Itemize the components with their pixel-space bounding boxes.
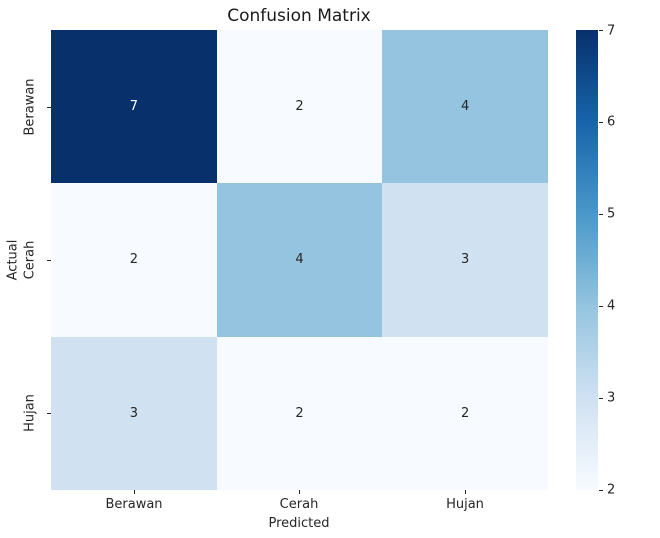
colorbar-tick-label: 6	[607, 114, 616, 130]
heatmap-cell: 4	[216, 183, 383, 337]
colorbar-tick-mark	[599, 490, 603, 491]
x-tick-label: Hujan	[446, 497, 484, 512]
colorbar-tick-mark	[599, 122, 603, 123]
colorbar-tick-label: 5	[607, 206, 616, 222]
colorbar-tick-mark	[599, 306, 603, 307]
heatmap-grid: 7 2 4 2 4 3 3 2 2	[51, 30, 548, 490]
colorbar-tick-mark	[599, 30, 603, 31]
heatmap-cell: 2	[51, 183, 217, 337]
x-tick-mark	[134, 490, 135, 494]
heatmap-cell: 2	[382, 336, 548, 490]
heatmap-cell: 3	[382, 183, 548, 337]
x-tick-mark	[299, 490, 300, 494]
colorbar-tick-mark	[599, 398, 603, 399]
y-tick-label: Hujan	[22, 394, 38, 432]
x-axis-label: Predicted	[268, 516, 330, 531]
heatmap-cell: 2	[216, 30, 383, 184]
heatmap-cell: 4	[382, 30, 548, 184]
colorbar-tick-label: 7	[607, 23, 616, 39]
heatmap-cell: 7	[51, 30, 217, 184]
x-tick-label: Cerah	[279, 497, 319, 512]
y-tick-mark	[47, 107, 51, 108]
colorbar-tick-label: 4	[607, 298, 616, 314]
y-tick-label: Berawan	[22, 78, 38, 136]
heatmap-cell: 3	[51, 336, 217, 490]
y-tick-label: Cerah	[22, 240, 38, 280]
y-tick-mark	[47, 260, 51, 261]
y-axis-label: Actual	[5, 239, 21, 281]
x-tick-mark	[465, 490, 466, 494]
y-tick-mark	[47, 413, 51, 414]
colorbar-tick-label: 2	[607, 482, 616, 498]
colorbar	[576, 30, 598, 490]
colorbar-tick-label: 3	[607, 390, 616, 406]
colorbar-tick-mark	[599, 214, 603, 215]
x-tick-label: Berawan	[105, 497, 163, 512]
heatmap-cell: 2	[216, 336, 383, 490]
chart-title: Confusion Matrix	[227, 6, 371, 26]
